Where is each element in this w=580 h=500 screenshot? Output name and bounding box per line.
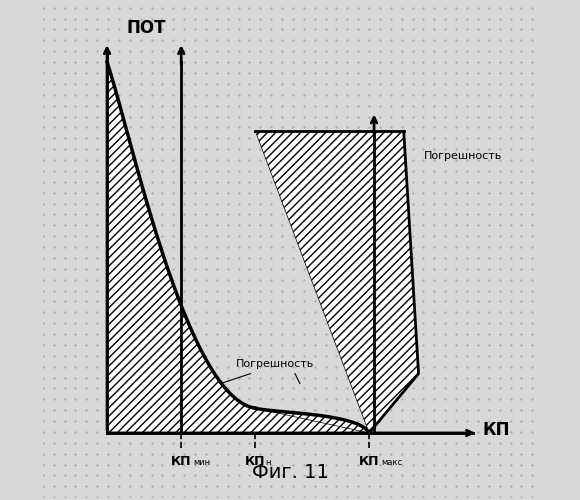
- Text: Погрешность: Погрешность: [236, 358, 314, 368]
- Polygon shape: [107, 62, 182, 433]
- Polygon shape: [255, 132, 419, 433]
- Text: КП: КП: [245, 455, 266, 468]
- Text: КП: КП: [171, 455, 191, 468]
- Text: н: н: [265, 458, 271, 466]
- Text: КП: КП: [359, 455, 379, 468]
- Text: КП: КП: [483, 422, 510, 440]
- Polygon shape: [181, 306, 369, 433]
- Text: Погрешность: Погрешность: [423, 151, 502, 161]
- Text: макс: макс: [382, 458, 403, 466]
- Text: мин: мин: [194, 458, 211, 466]
- Text: ПОТ: ПОТ: [127, 20, 166, 38]
- Text: Фиг. 11: Фиг. 11: [252, 464, 328, 482]
